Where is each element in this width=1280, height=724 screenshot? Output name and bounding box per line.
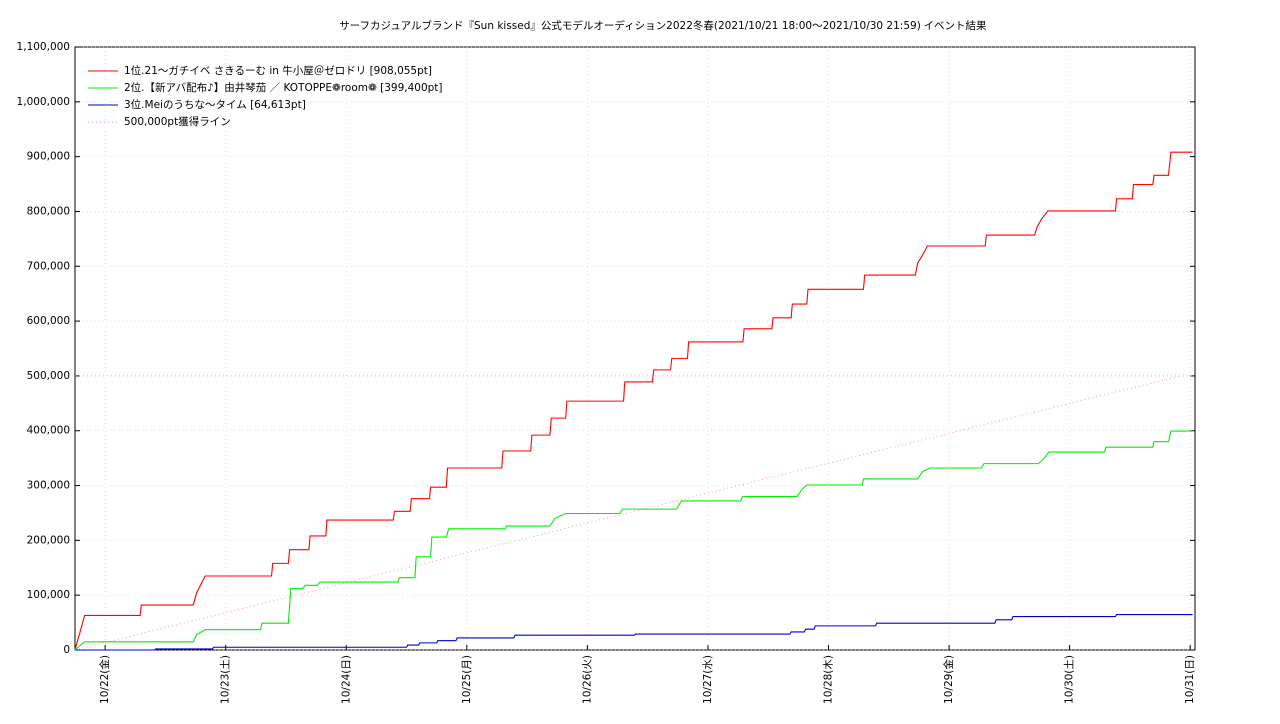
series-line — [74, 151, 1193, 651]
x-tick-label: 10/31(日) — [1184, 655, 1196, 704]
y-tick-label: 200,000 — [27, 534, 70, 546]
y-tick-label: 500,000 — [27, 370, 70, 382]
y-tick-label: 900,000 — [27, 151, 70, 163]
x-tick-label: 10/30(土) — [1063, 655, 1076, 704]
legend-label: 3位.Meiのうちな〜タイム [64,613pt] — [124, 98, 306, 111]
x-tick-label: 10/28(木) — [822, 655, 834, 704]
plot-frame — [74, 46, 1196, 651]
y-tick-label: 400,000 — [27, 425, 70, 437]
x-tick-label: 10/26(火) — [581, 655, 593, 704]
x-tick-label: 10/29(金) — [942, 655, 955, 704]
y-tick-label: 1,100,000 — [17, 41, 70, 53]
x-tick-label: 10/22(金) — [98, 655, 111, 704]
x-tick-label: 10/25(月) — [461, 655, 473, 704]
y-tick-label: 300,000 — [27, 480, 70, 492]
series-line — [75, 614, 1193, 651]
legend-label: 2位.【新アバ配布♪】由井琴茄 ／ KOTOPPE❁room❁ [399,400… — [124, 81, 443, 94]
y-tick-label: 600,000 — [27, 315, 70, 327]
y-tick-label: 100,000 — [27, 589, 70, 601]
series-line — [74, 375, 1181, 651]
x-tick-label: 10/24(日) — [340, 655, 352, 704]
legend-label: 500,000pt獲得ライン — [124, 115, 231, 128]
y-tick-label: 0 — [63, 644, 70, 656]
x-tick-label: 10/23(土) — [219, 655, 232, 704]
y-tick-label: 700,000 — [27, 260, 70, 272]
x-tick-label: 10/27(水) — [702, 655, 714, 704]
chart-subtitle: イベント結果 — [924, 19, 987, 32]
chart-title: サーフカジュアルブランド『Sun kissed』公式モデルオーディション2022… — [339, 19, 921, 32]
y-tick-label: 800,000 — [27, 205, 70, 217]
y-tick-label: 1,000,000 — [17, 96, 70, 108]
series-line — [74, 430, 1193, 651]
legend-label: 1位.21〜ガチイベ さきるーむ in 牛小屋＠ゼロドリ [908,055pt] — [124, 64, 432, 77]
